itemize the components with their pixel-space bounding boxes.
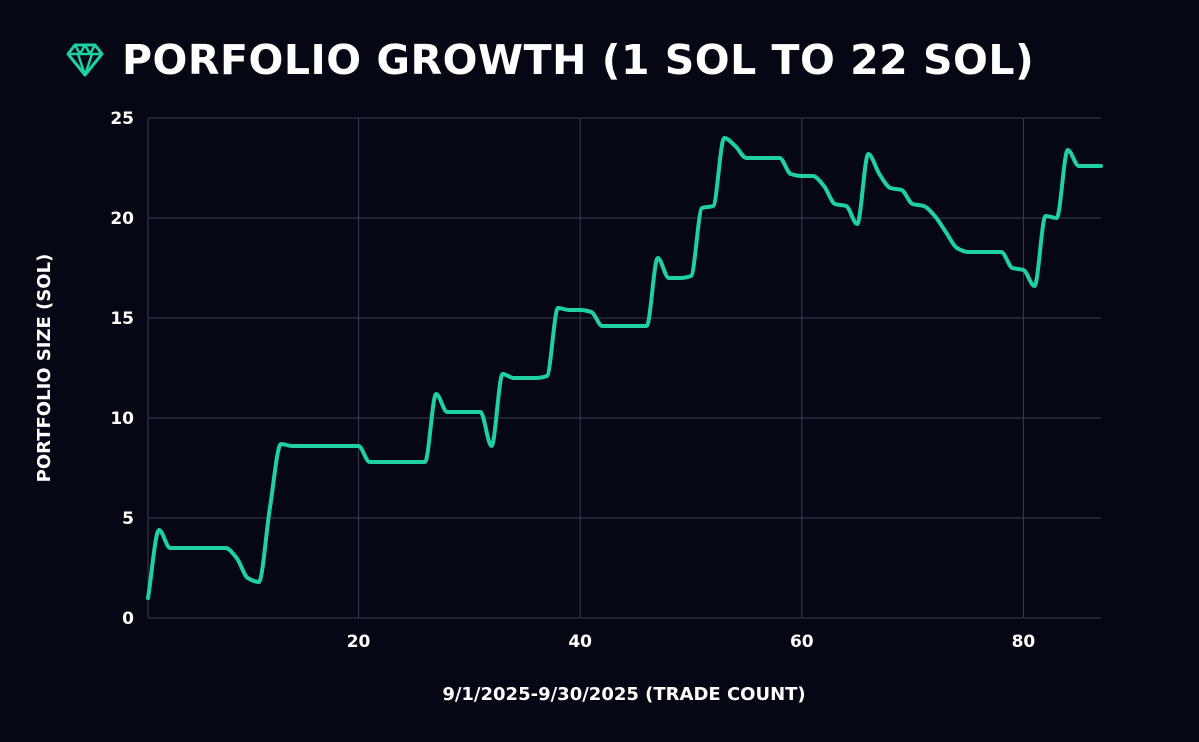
- grid-lines: [147, 117, 1101, 619]
- x-tick-label-60: 60: [790, 632, 814, 652]
- series-line-0: [146, 136, 1103, 600]
- x-axis-label: 9/1/2025-9/30/2025 (TRADE COUNT): [442, 684, 805, 705]
- diamond-icon: [66, 43, 104, 77]
- y-tick-label-5: 5: [122, 509, 134, 529]
- y-tick-label-25: 25: [110, 109, 134, 129]
- y-tick-label-15: 15: [110, 309, 134, 329]
- chart-header: PORFOLIO GROWTH (1 SOL TO 22 SOL): [66, 30, 1034, 90]
- y-axis-ticks: 0 5 10 15 20 25: [110, 109, 134, 629]
- x-tick-label-40: 40: [568, 632, 592, 652]
- y-tick-label-0: 0: [122, 609, 134, 629]
- x-tick-label-80: 80: [1012, 632, 1036, 652]
- chart-title: PORFOLIO GROWTH (1 SOL TO 22 SOL): [122, 36, 1035, 84]
- x-tick-label-20: 20: [347, 632, 371, 652]
- data-series: [146, 136, 1103, 600]
- y-axis-label: PORTFOLIO SIZE (SOL): [34, 254, 55, 483]
- y-tick-label-20: 20: [110, 209, 134, 229]
- y-tick-label-10: 10: [110, 409, 134, 429]
- x-axis-ticks: 20 40 60 80: [347, 632, 1036, 652]
